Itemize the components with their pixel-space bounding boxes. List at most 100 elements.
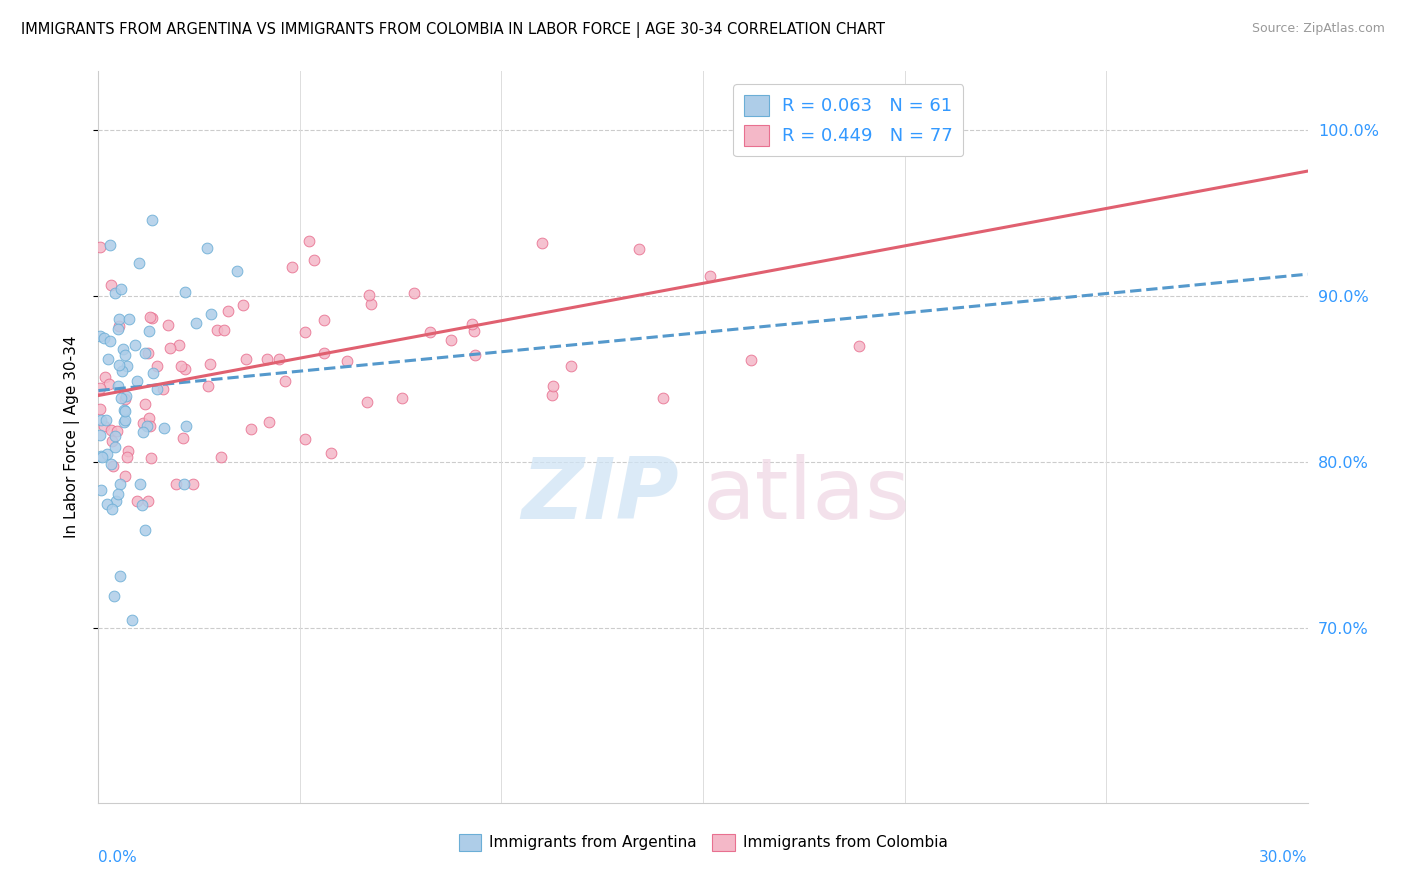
Point (294, 432, 316, 446)
Point (184, 316, 207, 330)
Point (235, 352, 257, 367)
Point (132, 425, 155, 439)
Point (114, 392, 136, 407)
Point (90, 413, 112, 427)
Point (96, 446, 118, 460)
Point (153, 421, 176, 435)
Point (138, 324, 160, 338)
Y-axis label: In Labor Force | Age 30-34: In Labor Force | Age 30-34 (65, 335, 80, 539)
Point (200, 307, 222, 321)
Point (141, 311, 163, 326)
Point (540, 388, 562, 402)
Point (360, 296, 382, 310)
Point (172, 432, 194, 446)
Point (90, 450, 112, 465)
Point (101, 502, 124, 516)
Point (114, 404, 136, 418)
Point (110, 477, 132, 491)
Point (97, 352, 120, 367)
Point (212, 323, 235, 337)
Point (173, 477, 195, 491)
Point (159, 341, 181, 355)
Point (132, 416, 155, 430)
Point (90, 450, 112, 464)
Point (530, 235, 553, 250)
Point (105, 424, 128, 438)
Point (209, 450, 232, 465)
Point (110, 392, 132, 406)
Point (181, 477, 204, 491)
Point (121, 613, 143, 627)
Text: 30.0%: 30.0% (1260, 850, 1308, 865)
Point (240, 422, 263, 436)
Point (652, 391, 675, 405)
Text: 0.0%: 0.0% (98, 850, 138, 865)
Point (167, 338, 190, 352)
Point (232, 298, 254, 312)
Point (115, 450, 138, 465)
Point (110, 282, 132, 296)
Legend: Immigrants from Argentina, Immigrants from Colombia: Immigrants from Argentina, Immigrants fr… (453, 828, 953, 857)
Point (543, 379, 565, 393)
Point (146, 359, 169, 374)
Point (104, 429, 127, 443)
Point (267, 351, 290, 366)
Point (391, 391, 413, 405)
Point (89, 329, 111, 343)
Point (195, 241, 218, 255)
Point (157, 318, 180, 333)
Point (464, 348, 486, 362)
Point (89, 428, 111, 442)
Point (134, 397, 156, 411)
Point (93, 418, 115, 433)
Point (100, 457, 122, 471)
Point (115, 389, 138, 403)
Point (89, 381, 111, 395)
Point (198, 357, 221, 371)
Text: IMMIGRANTS FROM ARGENTINA VS IMMIGRANTS FROM COLOMBIA IN LABOR FORCE | AGE 30-34: IMMIGRANTS FROM ARGENTINA VS IMMIGRANTS … (21, 22, 886, 38)
Point (111, 364, 134, 378)
Point (107, 487, 129, 501)
Point (104, 494, 127, 508)
Point (225, 264, 247, 278)
Point (165, 477, 187, 491)
Point (440, 333, 463, 347)
Point (93, 330, 115, 344)
Point (136, 493, 159, 508)
Point (134, 523, 156, 537)
Point (89, 240, 111, 254)
Text: ZIP: ZIP (522, 454, 679, 537)
Point (136, 419, 159, 434)
Point (627, 242, 650, 256)
Text: atlas: atlas (703, 454, 911, 537)
Point (128, 477, 150, 491)
Point (103, 589, 125, 603)
Point (740, 352, 762, 367)
Point (118, 311, 141, 326)
Point (112, 403, 135, 417)
Point (197, 379, 219, 393)
Point (125, 494, 148, 508)
Point (104, 440, 127, 454)
Point (114, 413, 136, 427)
Point (131, 498, 153, 512)
Point (101, 459, 124, 474)
Point (138, 419, 160, 434)
Point (256, 352, 278, 367)
Point (174, 362, 197, 376)
Point (107, 321, 129, 335)
Point (336, 354, 359, 368)
Point (104, 285, 127, 300)
Point (107, 358, 129, 372)
Point (152, 382, 174, 396)
Point (257, 415, 280, 429)
Point (90, 483, 112, 498)
Point (134, 346, 156, 360)
Point (217, 304, 239, 318)
Point (146, 382, 169, 396)
Point (110, 569, 132, 583)
Point (848, 339, 870, 353)
Point (699, 268, 721, 283)
Point (101, 434, 124, 449)
Text: Source: ZipAtlas.com: Source: ZipAtlas.com (1251, 22, 1385, 36)
